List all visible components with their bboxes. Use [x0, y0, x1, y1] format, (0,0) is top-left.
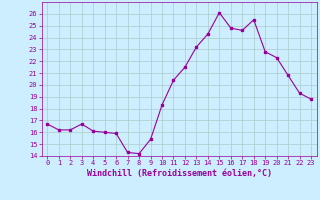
X-axis label: Windchill (Refroidissement éolien,°C): Windchill (Refroidissement éolien,°C) — [87, 169, 272, 178]
